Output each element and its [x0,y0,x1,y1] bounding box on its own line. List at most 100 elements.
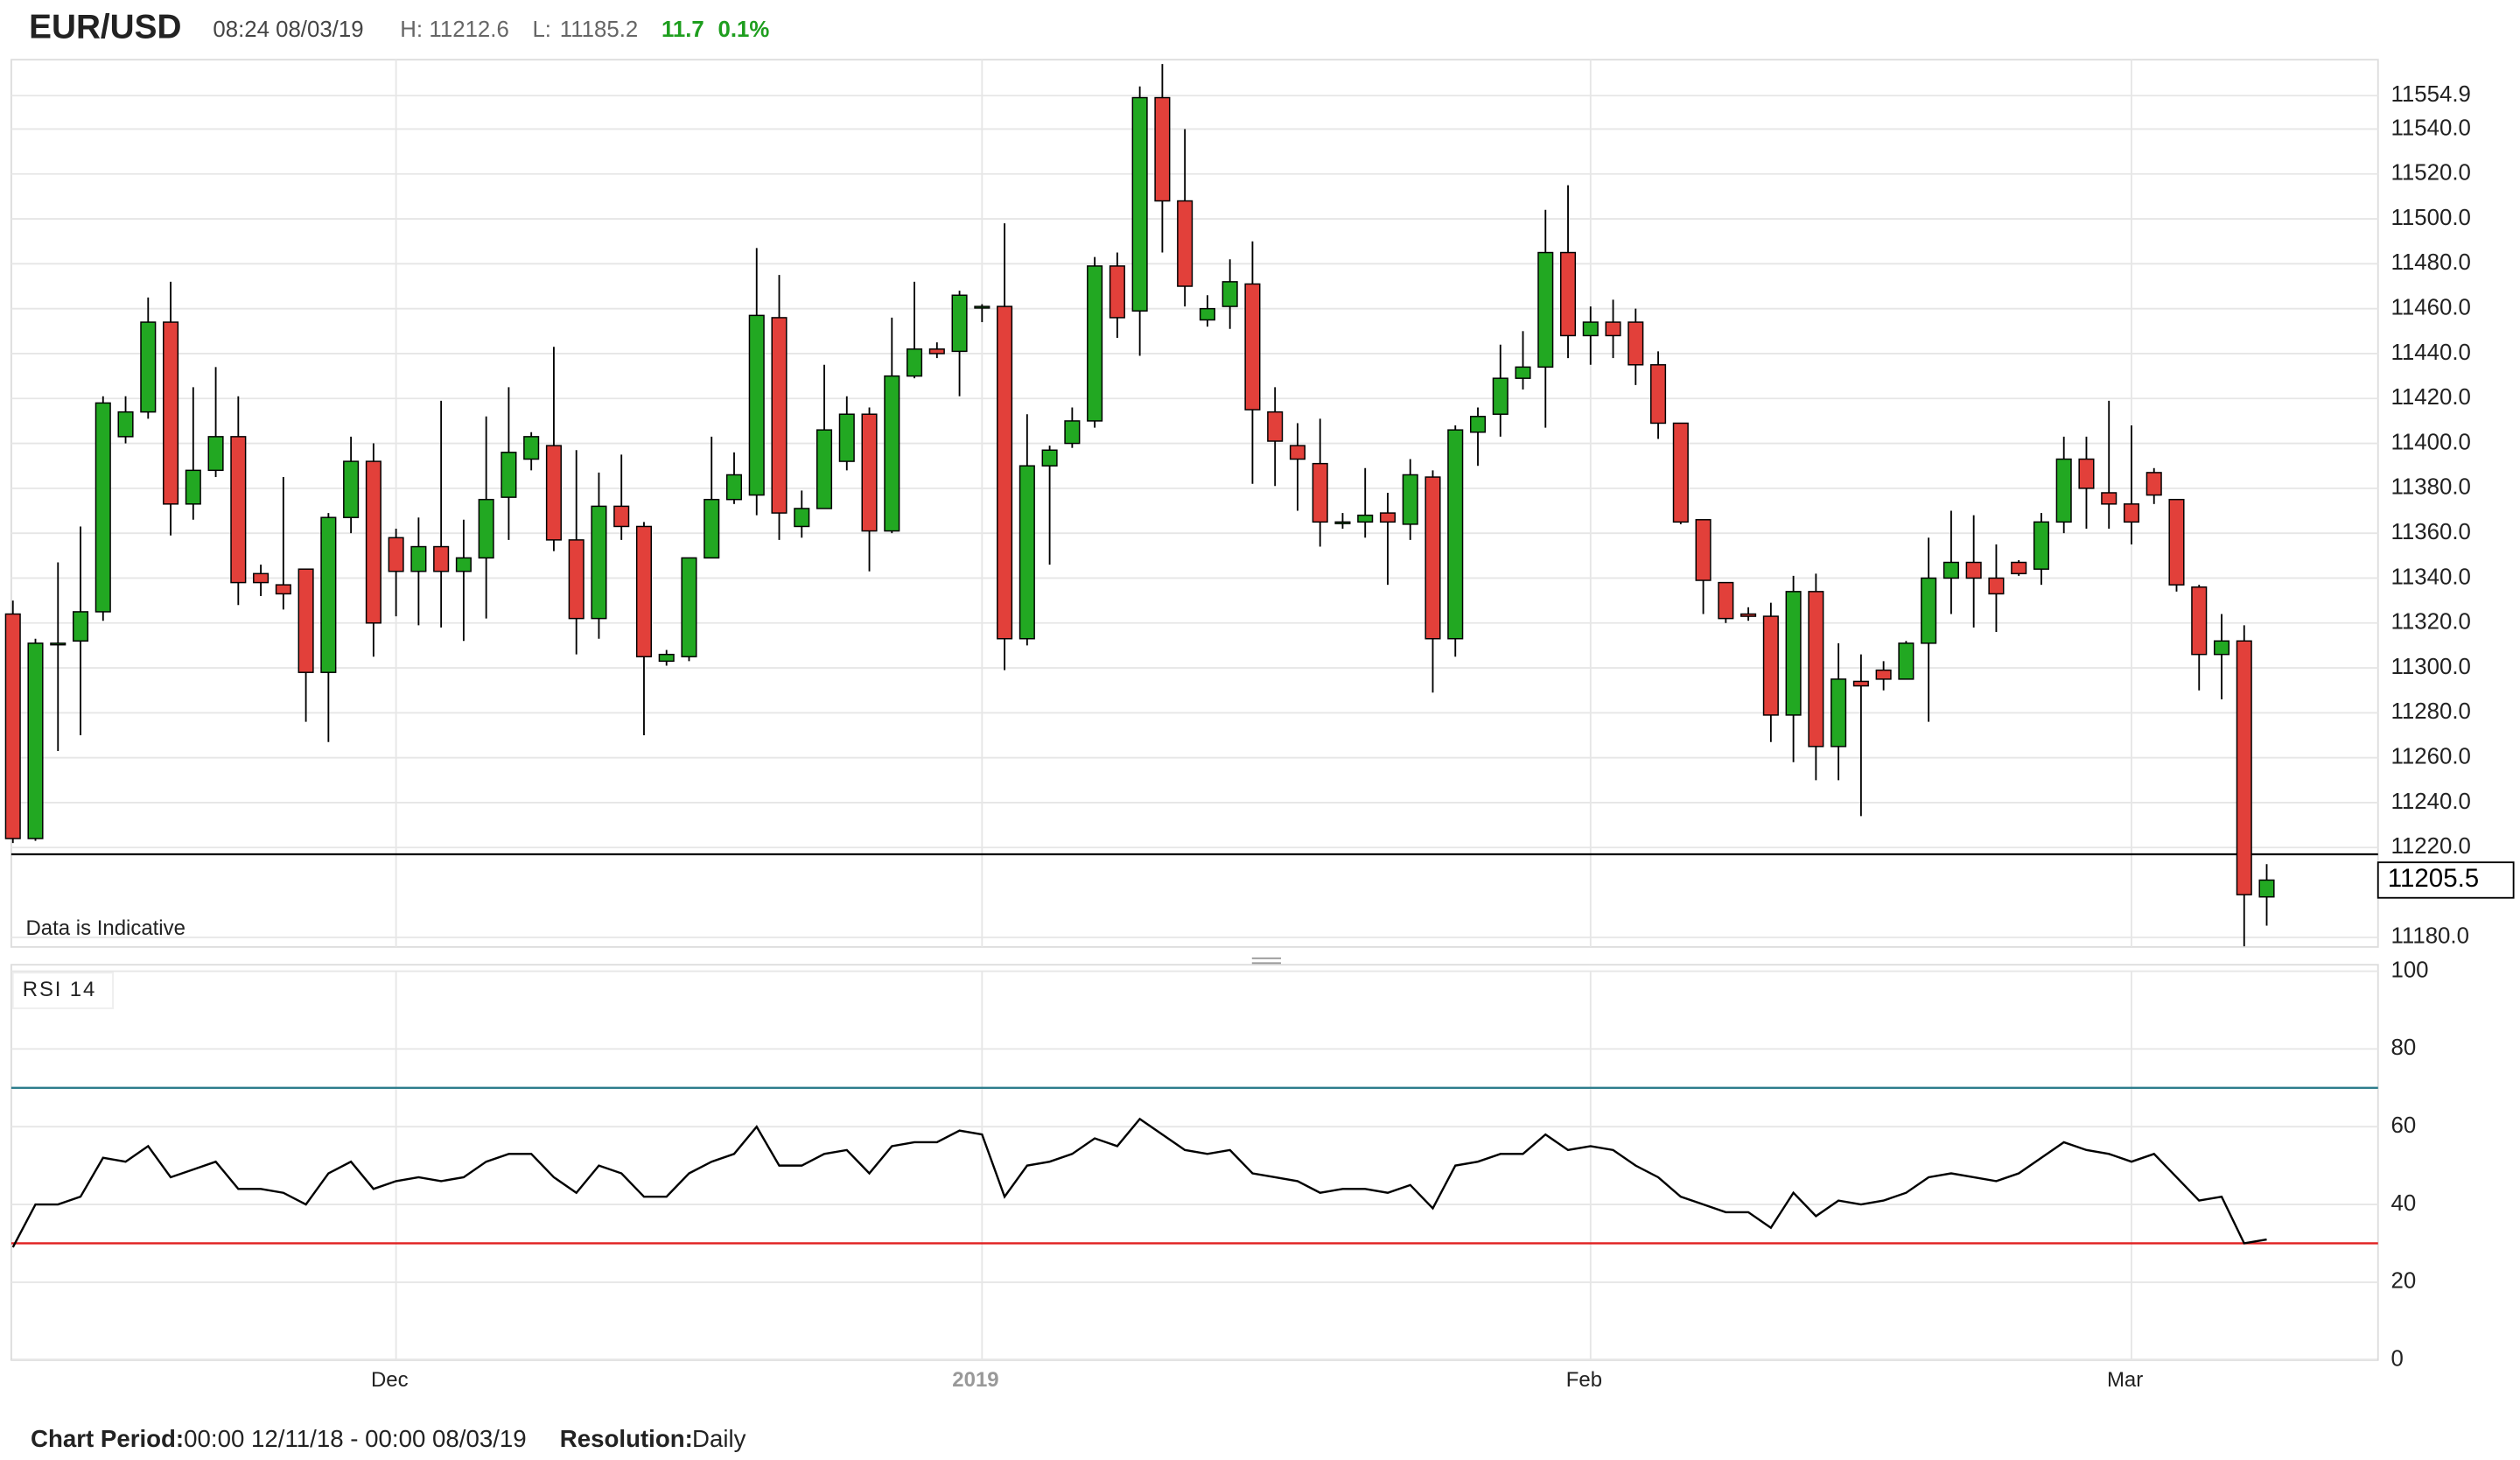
candle-body [1762,615,1779,716]
candle-body [140,321,157,413]
x-tick-label: Dec [371,1368,409,1392]
candle-body [635,525,653,657]
annotation: Data is Indicative [26,916,186,940]
candle-body [951,294,968,353]
candle-body [816,429,833,509]
candle-body [1942,561,1959,579]
candle-body [2033,521,2049,570]
candle-body [185,469,201,505]
candle-body [1199,307,1215,321]
candle-body [1447,429,1464,640]
candle-body [27,642,44,839]
candle-body [1718,581,1734,620]
candle-body [1650,364,1667,425]
candle-body [1357,514,1374,523]
candle-body [163,321,179,505]
candle-body [253,572,270,584]
candle-body [568,539,584,620]
candle-body [230,436,247,584]
candle-body [861,413,878,532]
candle-body [884,375,900,532]
symbol: EUR/USD [29,8,181,46]
candle-body [658,653,675,663]
time: 08:24 08/03/19 [213,18,363,42]
candle-body [117,411,134,438]
candle-body [1695,519,1712,581]
y-tick-label: 20 [2390,1269,2416,1294]
candle-body [1875,669,1892,680]
candle-body [974,305,990,309]
candle-body [613,505,630,528]
candle-body [343,460,360,518]
candle-body [410,545,427,572]
candle-body [591,505,607,620]
y-tick-label: 11220.0 [2390,834,2470,859]
candle-body [2213,640,2230,656]
candle-body [1289,445,1306,460]
y-tick-label: 11554.9 [2390,82,2470,107]
candle-body [2055,458,2072,523]
price-frame [10,59,2379,948]
candle-body [748,314,765,496]
candle-body [1222,281,1238,307]
candle-body [1154,96,1171,202]
candle-body [2101,492,2118,505]
candle-body [997,305,1013,640]
y-tick-label: 11360.0 [2390,520,2470,544]
y-tick-label: 11260.0 [2390,744,2470,769]
y-tick-label: 11420.0 [2390,385,2470,410]
resolution-label: Resolution: [560,1425,693,1452]
y-tick-label: 11480.0 [2390,250,2470,275]
candle-body [2258,879,2275,898]
rsi-title-box [11,972,114,1009]
candle-body [1492,377,1508,415]
candle-body [1334,521,1351,524]
y-tick-label: 11400.0 [2390,430,2470,454]
candle-body [455,557,472,572]
y-tick-label: 11460.0 [2390,295,2470,319]
candle-body [2236,640,2252,895]
candle-body [1852,680,1869,687]
candle-body [1560,251,1577,337]
candle-body [4,613,21,839]
splitter[interactable] [1251,957,1281,965]
candle-body [2078,458,2095,489]
y-tick-label: 11280.0 [2390,699,2470,724]
resolution: Daily [692,1425,746,1452]
candle-body [433,545,450,572]
y-tick-label: 11380.0 [2390,475,2470,500]
candle-body [1109,265,1125,319]
candle-body [1064,420,1081,445]
candle-body [1177,200,1194,287]
candle-body [1402,474,1418,525]
candle-body [1018,465,1035,640]
candle-body [704,498,720,559]
price-box [2376,861,2515,899]
y-tick-label: 80 [2390,1035,2416,1060]
y-tick-label: 0 [2390,1347,2403,1372]
y-tick-label: 11180.0 [2390,924,2468,949]
candle-body [1808,591,1824,748]
change: 11.7 [662,18,704,42]
candle-body [523,436,540,460]
candle-body [2168,498,2185,586]
candle-body [94,402,111,613]
candle-body [1312,462,1328,523]
candle-body [2011,561,2027,575]
y-tick-label: 11240.0 [2390,790,2470,814]
candle-body [388,537,404,572]
candle-body [500,452,517,498]
y-tick-label: 60 [2390,1113,2416,1138]
candle-body [2146,472,2162,496]
candle-body [1131,96,1148,312]
y-tick-label: 11340.0 [2390,565,2470,589]
period: 00:00 12/11/18 - 00:00 08/03/19 [184,1425,526,1452]
y-tick-label: 11540.0 [2390,116,2470,140]
candle-body [275,584,291,595]
candle-body [1087,265,1103,422]
candle-body [1921,577,1937,644]
y-tick-label: 100 [2390,958,2428,982]
candle-body [320,516,337,673]
y-tick-label: 11320.0 [2390,610,2470,635]
